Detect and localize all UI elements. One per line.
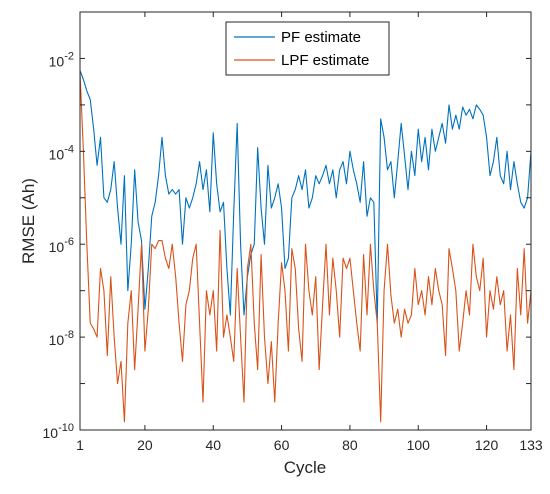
legend: PF estimate LPF estimate (225, 21, 390, 76)
y-axis-ticks: 10-10 10-8 10-6 10-4 10-2 (43, 11, 531, 441)
legend-label-lpf-estimate: LPF estimate (281, 52, 369, 69)
x-tick-label: 100 (407, 437, 431, 453)
x-tick-label: 80 (342, 437, 358, 453)
series-line-lpf-estimate (79, 72, 532, 423)
legend-label-pf-estimate: PF estimate (281, 29, 361, 46)
series-line-pf-estimate (79, 70, 532, 324)
y-axis-title: RMSE (Ah) (19, 178, 38, 264)
x-axis-title: Cycle (284, 458, 327, 477)
plot-frame (79, 11, 532, 431)
x-tick-label: 20 (137, 437, 153, 453)
y-tick-label: 10-8 (49, 329, 74, 348)
y-tick-label: 10-4 (49, 143, 74, 162)
plot-area (80, 12, 531, 430)
x-axis-ticks: 1 20 40 60 80 100 120 133 (76, 12, 543, 453)
x-tick-label: 40 (205, 437, 221, 453)
legend-box (225, 21, 390, 76)
y-tick-label: 10-10 (43, 422, 74, 441)
x-tick-label: 1 (76, 437, 84, 453)
x-tick-label: 133 (519, 437, 543, 453)
x-tick-label: 120 (475, 437, 499, 453)
y-tick-label: 10-6 (49, 236, 74, 255)
x-tick-label: 60 (274, 437, 290, 453)
series-layer (79, 70, 532, 423)
y-tick-label: 10-2 (49, 50, 74, 69)
